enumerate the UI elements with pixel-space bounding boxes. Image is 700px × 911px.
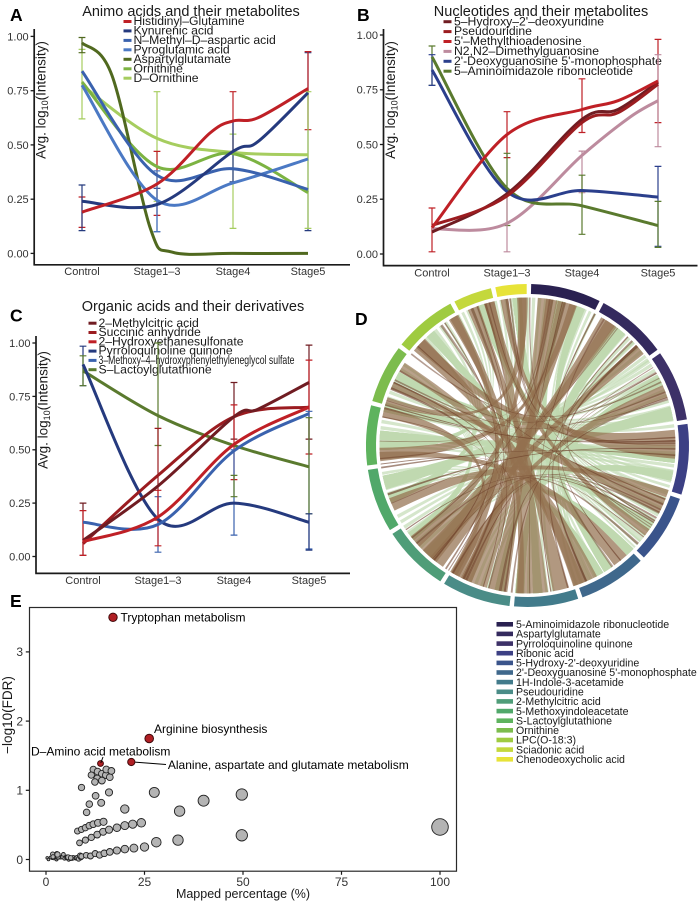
svg-text:Arginine biosynthesis: Arginine biosynthesis [154,722,267,736]
svg-text:0.00: 0.00 [357,249,378,261]
svg-text:1.00: 1.00 [9,338,30,350]
svg-text:−log10(FDR): −log10(FDR) [0,676,15,754]
svg-text:0: 0 [16,853,23,867]
svg-text:0.25: 0.25 [9,498,30,510]
svg-text:S–Lactoylglutathione: S–Lactoylglutathione [99,362,212,376]
svg-text:Pyrroloquinoline quinone: Pyrroloquinoline quinone [99,344,233,358]
svg-text:1.00: 1.00 [7,31,28,43]
svg-text:5–Hydroxy–2'–deoxyuridine: 5–Hydroxy–2'–deoxyuridine [454,14,604,28]
svg-text:Histidinyl–Glutamine: Histidinyl–Glutamine [134,14,245,28]
svg-text:S-Lactoylglutathione: S-Lactoylglutathione [516,715,612,727]
svg-text:5-Hydroxy-2'-deoxyuridine: 5-Hydroxy-2'-deoxyuridine [516,658,639,670]
svg-text:0.75: 0.75 [9,391,30,403]
svg-text:0.00: 0.00 [7,248,28,260]
svg-text:3–Methoxy–4–hydroxyphenylethyl: 3–Methoxy–4–hydroxyphenylethyleneglycol … [99,353,295,367]
svg-text:Avg. log10(Intensity): Avg. log10(Intensity) [34,41,51,159]
svg-text:D: D [355,309,368,329]
svg-text:5-Methoxyindoleacetate: 5-Methoxyindoleacetate [516,706,629,718]
svg-text:Stage5: Stage5 [641,268,676,280]
svg-text:Ornithine: Ornithine [516,725,559,737]
svg-text:Kynurenic acid: Kynurenic acid [134,24,214,38]
svg-text:Avg. log10(Intensity): Avg. log10(Intensity) [383,41,400,159]
svg-text:5–Aminoimidazole ribonucleotid: 5–Aminoimidazole ribonucleotide [454,64,633,78]
svg-text:0.25: 0.25 [357,194,378,206]
svg-text:Stage5: Stage5 [291,266,326,278]
svg-text:0.50: 0.50 [357,139,378,151]
svg-text:Nucleotides and their metaboli: Nucleotides and their metabolites [434,4,648,20]
svg-text:D–Ornithine: D–Ornithine [134,71,199,85]
svg-text:Animo acids and their metaboli: Animo acids and their metabolites [82,4,300,20]
svg-text:3: 3 [16,645,23,659]
svg-text:2-Methylcitric acid: 2-Methylcitric acid [516,696,601,708]
svg-text:A: A [10,5,23,25]
svg-text:Pyroglutamic acid: Pyroglutamic acid [134,42,230,56]
svg-text:Control: Control [414,268,449,280]
svg-text:50: 50 [236,875,250,889]
svg-text:Ornithine: Ornithine [134,61,184,75]
svg-text:Control: Control [64,266,99,278]
svg-text:5-Aminoimidazole ribonucleotid: 5-Aminoimidazole ribonucleotide [516,619,669,631]
svg-text:Organic acids and their deriva: Organic acids and their derivatives [82,299,304,315]
svg-text:C: C [10,306,23,326]
svg-text:2–Methylcitric acid: 2–Methylcitric acid [99,316,199,330]
svg-text:Succinic anhydride: Succinic anhydride [99,325,202,339]
svg-text:2–Hydroxyethanesulfonate: 2–Hydroxyethanesulfonate [99,334,244,348]
svg-text:2'-Deoxyguanosine 5'-monophosp: 2'-Deoxyguanosine 5'-monophosphate [516,667,697,679]
svg-text:1: 1 [16,784,23,798]
svg-text:75: 75 [335,875,349,889]
svg-text:Stage4: Stage4 [565,268,600,280]
svg-text:Stage1–3: Stage1–3 [134,575,181,587]
svg-text:N2,N2–Dimethylguanosine: N2,N2–Dimethylguanosine [454,44,599,58]
svg-text:Ribonic acid: Ribonic acid [516,648,574,660]
svg-text:Stage4: Stage4 [216,266,251,278]
svg-text:0.50: 0.50 [7,140,28,152]
svg-text:E: E [10,591,22,611]
svg-text:Stage1–3: Stage1–3 [483,268,530,280]
svg-text:D–Amino acid metabolism: D–Amino acid metabolism [31,745,170,759]
svg-text:0.75: 0.75 [357,85,378,97]
svg-text:0.50: 0.50 [9,445,30,457]
svg-text:Aspartylglutamate: Aspartylglutamate [134,52,232,66]
svg-text:Mapped percentage (%): Mapped percentage (%) [176,887,310,901]
svg-text:1.00: 1.00 [357,30,378,42]
svg-text:Stage4: Stage4 [217,575,252,587]
svg-text:0: 0 [43,875,50,889]
svg-text:Pseudouridine: Pseudouridine [454,24,532,38]
svg-text:0.75: 0.75 [7,86,28,98]
svg-text:Stage5: Stage5 [292,575,327,587]
svg-text:B: B [357,5,370,25]
svg-text:Pyrroloquinoline quinone: Pyrroloquinoline quinone [516,638,633,650]
svg-text:0.00: 0.00 [9,551,30,563]
svg-text:Avg. log10(Intensity): Avg. log10(Intensity) [36,351,53,469]
svg-text:Tryptophan metabolism: Tryptophan metabolism [121,611,246,625]
svg-text:2: 2 [16,714,23,728]
svg-text:Aspartylglutamate: Aspartylglutamate [516,629,601,641]
svg-text:N–Methyl–D–aspartic acid: N–Methyl–D–aspartic acid [134,33,276,47]
svg-text:Stage1–3: Stage1–3 [133,266,180,278]
svg-text:Pseudouridine: Pseudouridine [516,687,584,699]
svg-text:25: 25 [138,875,152,889]
svg-text:LPC(O-18:3): LPC(O-18:3) [516,735,576,747]
svg-text:2'-Deoxyguanosine 5'-monophosp: 2'-Deoxyguanosine 5'-monophosphate [454,54,662,68]
svg-text:Alanine, aspartate and glutama: Alanine, aspartate and glutamate metabol… [168,758,409,772]
svg-text:Sciadonic acid: Sciadonic acid [516,744,584,756]
svg-text:1H-Indole-3-acetamide: 1H-Indole-3-acetamide [516,677,624,689]
svg-text:5'–Methylthioadenosine: 5'–Methylthioadenosine [454,34,582,48]
svg-text:Chenodeoxycholic acid: Chenodeoxycholic acid [516,754,625,766]
svg-text:Control: Control [65,575,100,587]
svg-text:0.25: 0.25 [7,194,28,206]
svg-text:100: 100 [430,875,450,889]
